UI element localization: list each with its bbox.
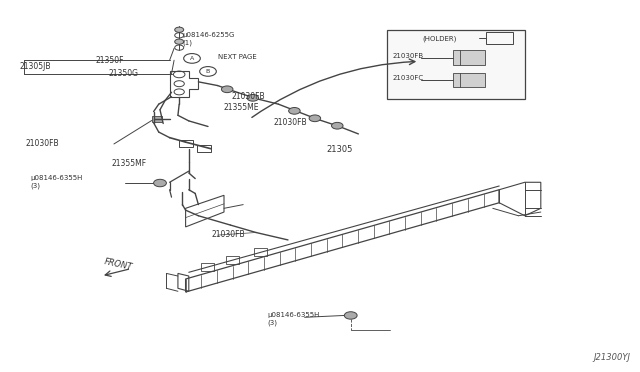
Bar	[486, 32, 513, 44]
Text: (HOLDER): (HOLDER)	[422, 36, 457, 42]
Text: 21030FC: 21030FC	[392, 75, 424, 81]
Text: 21030FB: 21030FB	[232, 92, 266, 101]
Circle shape	[309, 115, 321, 122]
Text: NEXT PAGE: NEXT PAGE	[218, 54, 257, 60]
Text: 21305: 21305	[326, 145, 353, 154]
Text: 21030FB: 21030FB	[392, 53, 424, 59]
Circle shape	[175, 27, 184, 32]
Bar	[453, 50, 485, 65]
Circle shape	[289, 108, 300, 114]
Circle shape	[344, 312, 357, 319]
Bar	[152, 116, 162, 122]
Text: B: B	[206, 69, 210, 74]
Text: µ08146-6255G
(1): µ08146-6255G (1)	[182, 32, 235, 46]
Circle shape	[184, 54, 200, 63]
Text: 21355ME: 21355ME	[224, 103, 259, 112]
Circle shape	[247, 94, 259, 101]
Text: 21030FB: 21030FB	[274, 118, 308, 126]
Text: 21030FB: 21030FB	[211, 230, 245, 239]
Text: 21355MF: 21355MF	[112, 159, 147, 168]
Text: A: A	[190, 56, 194, 61]
Bar	[197, 145, 211, 152]
Circle shape	[200, 67, 216, 76]
Text: µ08146-6355H
(3): µ08146-6355H (3)	[268, 312, 320, 326]
Circle shape	[221, 86, 233, 93]
Circle shape	[175, 39, 184, 44]
Text: 21030FB: 21030FB	[26, 140, 60, 148]
Text: J21300YJ: J21300YJ	[593, 353, 630, 362]
Circle shape	[332, 122, 343, 129]
Bar	[179, 140, 193, 147]
Text: µ08146-6355H
(3): µ08146-6355H (3)	[31, 174, 83, 189]
Text: 21350F: 21350F	[96, 56, 125, 65]
Text: FRONT: FRONT	[104, 257, 133, 272]
Text: 21350G: 21350G	[109, 69, 139, 78]
Circle shape	[154, 179, 166, 187]
Bar	[387, 30, 525, 99]
Bar	[453, 73, 485, 87]
Text: 21305JB: 21305JB	[19, 62, 51, 71]
